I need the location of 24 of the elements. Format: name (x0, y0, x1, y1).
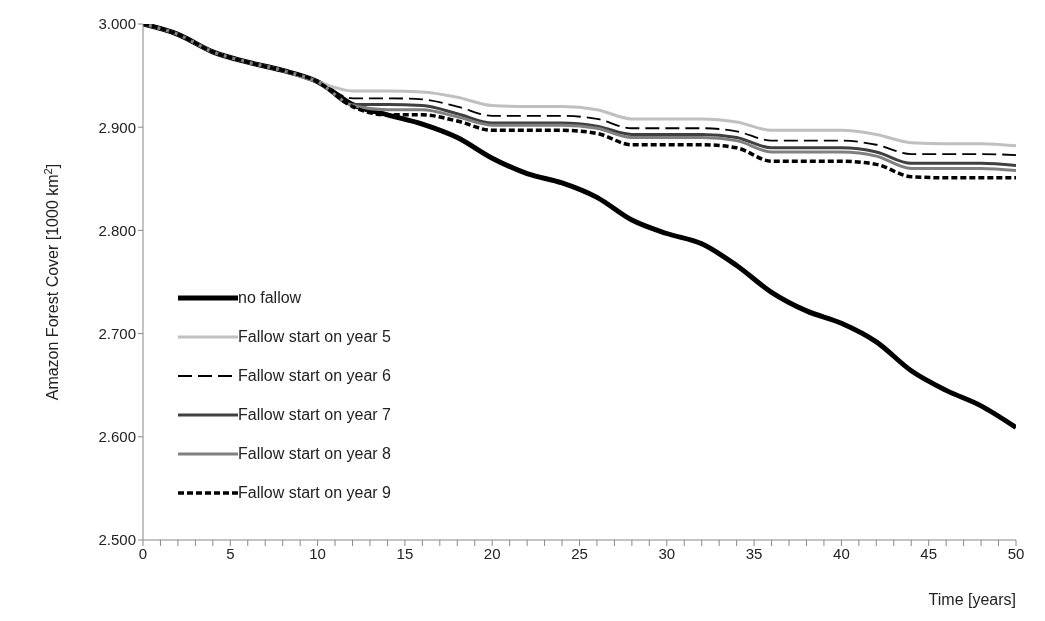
legend-label: Fallow start on year 8 (238, 444, 391, 463)
x-tick-label: 0 (138, 544, 148, 562)
x-axis-title: Time [years] (928, 591, 1016, 608)
y-tick-label: 2.700 (98, 324, 136, 342)
legend-label: Fallow start on year 9 (238, 483, 391, 502)
legend-label: Fallow start on year 5 (238, 327, 391, 346)
y-tick-label: 2.500 (98, 531, 136, 549)
x-tick-label: 50 (1007, 544, 1025, 562)
y-tick-label: 2.800 (98, 221, 136, 239)
y-tick-label: 2.900 (98, 118, 136, 136)
legend-label: Fallow start on year 7 (238, 405, 391, 424)
x-tick-label: 15 (396, 544, 414, 562)
x-tick-label: 30 (658, 544, 676, 562)
legend-label: no fallow (238, 288, 302, 307)
legend-label: Fallow start on year 6 (238, 366, 391, 385)
x-tick-label: 10 (309, 544, 326, 562)
x-tick-label: 40 (833, 544, 850, 562)
x-tick-label: 35 (745, 544, 763, 562)
x-tick-label: 20 (483, 544, 501, 562)
x-tick-label: 5 (226, 544, 235, 562)
y-tick-label: 3.000 (98, 15, 136, 33)
y-tick-label: 2.600 (98, 428, 136, 446)
x-tick-label: 45 (920, 544, 938, 562)
x-tick-label: 25 (571, 544, 588, 562)
